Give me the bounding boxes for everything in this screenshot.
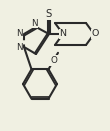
Text: N: N: [31, 18, 37, 28]
Text: N: N: [16, 43, 22, 53]
Text: O: O: [50, 56, 57, 65]
Text: N: N: [60, 29, 67, 39]
Text: O: O: [91, 29, 99, 39]
Text: N: N: [16, 29, 22, 37]
Text: S: S: [46, 9, 52, 19]
